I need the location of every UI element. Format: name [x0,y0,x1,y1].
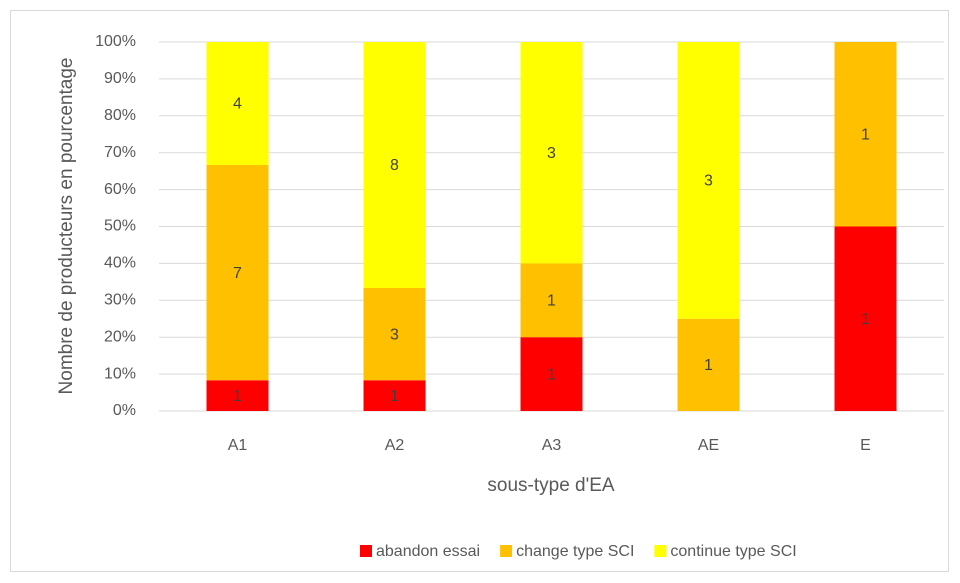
y-tick-label: 30% [104,292,136,309]
data-label: 4 [233,96,242,113]
x-tick-label: A2 [385,437,405,454]
legend-label: continue type SCI [670,543,796,560]
x-axis-title: sous-type d'EA [487,475,615,496]
bar-segment [677,42,740,319]
bar-segment [363,380,426,411]
bar-segment [520,263,583,338]
bar-segment [206,165,269,381]
data-label: 1 [861,126,870,143]
y-tick-label: 10% [104,365,136,382]
bar-segment [834,42,897,227]
data-label: 7 [233,265,242,282]
legend-swatch [500,545,513,557]
data-label: 1 [390,388,399,405]
legend-label: change type SCI [516,543,634,560]
chart-border [10,10,949,572]
y-tick-label: 80% [104,107,136,124]
legend-swatch [360,545,372,557]
data-label: 3 [704,173,713,190]
bar-segment [520,337,583,411]
bar-segment [520,42,583,264]
bar-segment [363,288,426,381]
data-label: 1 [704,357,713,374]
y-tick-label: 20% [104,328,136,345]
y-tick-label: 0% [113,402,136,419]
bar-segment [677,318,740,411]
bar-segment [206,42,269,165]
y-tick-label: 40% [104,255,136,272]
data-label: 3 [390,326,399,343]
y-tick-label: 100% [95,33,136,50]
x-tick-label: A1 [228,437,248,454]
x-tick-label: AE [698,437,719,454]
data-label: 1 [233,388,242,405]
data-label: 1 [547,293,556,310]
data-label: 1 [861,311,870,328]
bar-segment [206,380,269,411]
data-label: 3 [547,145,556,162]
legend-swatch [654,545,667,557]
bar-segment [363,42,426,288]
bar-segment [834,226,897,411]
x-tick-label: E [860,437,871,454]
y-tick-label: 60% [104,181,136,198]
legend-label: abandon essai [376,543,480,560]
y-axis-title: Nombre de producteurs en pourcentage [56,58,77,395]
x-tick-label: A3 [542,437,562,454]
y-tick-label: 50% [104,218,136,235]
y-tick-label: 70% [104,144,136,161]
y-tick-label: 90% [104,70,136,87]
data-label: 8 [390,157,399,174]
data-label: 1 [547,366,556,383]
